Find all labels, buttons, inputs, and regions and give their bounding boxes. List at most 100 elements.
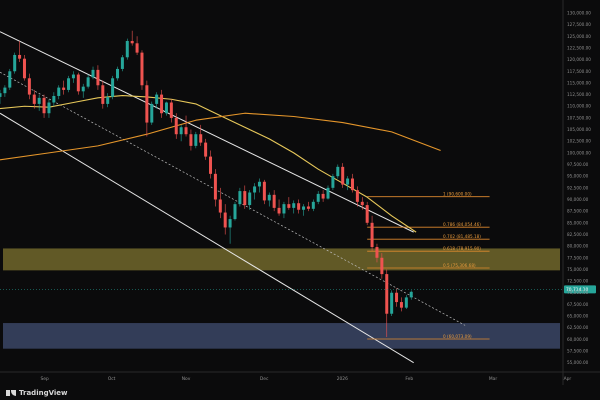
- candle-body: [155, 94, 159, 104]
- candle-15: [71, 71, 75, 83]
- candle-body: [228, 219, 232, 228]
- candle-40: [194, 131, 198, 149]
- candle-body: [209, 156, 213, 174]
- last-price-label: 70,714.10: [566, 287, 589, 293]
- candle-body: [71, 74, 75, 79]
- candle-49: [238, 187, 242, 207]
- channel-upper-line: [0, 31, 414, 233]
- candle-53: [257, 178, 261, 193]
- candle-37: [179, 124, 183, 142]
- candle-55: [267, 192, 271, 207]
- candle-body: [399, 302, 403, 308]
- candle-body: [135, 43, 139, 53]
- candle-body: [96, 69, 100, 86]
- candle-body: [145, 85, 149, 123]
- candle-body: [350, 178, 354, 191]
- candle-66: [321, 190, 325, 202]
- candle-body: [81, 86, 85, 92]
- candle-27: [130, 30, 134, 46]
- y-tick-label-18: 85,000.00: [567, 220, 589, 225]
- candle-body: [42, 97, 46, 114]
- candle-body: [13, 54, 17, 72]
- y-tick-label-4: 120,000.00: [567, 57, 591, 62]
- candle-38: [184, 115, 188, 137]
- candle-body: [223, 212, 227, 228]
- candle-body: [282, 204, 286, 214]
- candle-28: [135, 36, 139, 55]
- fib-label-0: 1 (90,600.00): [443, 191, 472, 196]
- candle-body: [316, 193, 320, 202]
- candle-body: [257, 181, 261, 187]
- candle-33: [160, 89, 164, 118]
- candle-74: [360, 197, 364, 210]
- candle-body: [218, 199, 222, 213]
- candle-32: [155, 92, 159, 109]
- candle-body: [8, 71, 12, 88]
- candle-body: [292, 203, 296, 208]
- candle-body: [199, 134, 203, 143]
- candle-body: [380, 257, 384, 275]
- candle-36: [174, 113, 178, 139]
- candle-body: [22, 58, 26, 79]
- candle-24: [115, 66, 119, 81]
- candle-body: [355, 190, 359, 202]
- candle-30: [145, 80, 149, 137]
- candle-47: [228, 215, 232, 244]
- candle-7: [32, 89, 36, 109]
- candle-80: [390, 290, 394, 317]
- y-tick-label-19: 82,500.00: [567, 232, 589, 237]
- candle-body: [101, 85, 105, 104]
- y-tick-label-26: 65,000.00: [567, 314, 589, 319]
- fib-label-3: 0.618 (78,915.90): [443, 246, 481, 251]
- candle-body: [248, 192, 252, 206]
- candle-body: [189, 134, 193, 146]
- candle-body: [262, 181, 266, 201]
- candle-body: [47, 102, 51, 114]
- candle-67: [326, 185, 330, 200]
- moving-average-0: [0, 94, 417, 233]
- candle-52: [253, 183, 257, 200]
- channel-lower-line: [0, 112, 414, 364]
- candle-56: [272, 190, 276, 212]
- candle-body: [370, 222, 374, 248]
- candle-body: [243, 191, 247, 206]
- candle-50: [243, 185, 247, 209]
- candle-78: [380, 253, 384, 279]
- candle-23: [111, 75, 115, 100]
- candle-body: [321, 193, 325, 199]
- candle-9: [42, 94, 46, 118]
- x-tick-label-0: Sep: [41, 376, 49, 382]
- candle-6: [27, 73, 31, 100]
- candle-body: [115, 68, 119, 79]
- tradingview-logo: TradingView: [6, 389, 68, 397]
- candle-body: [331, 176, 335, 188]
- y-tick-label-0: 130,000.00: [567, 10, 591, 15]
- y-tick-label-6: 115,000.00: [567, 80, 591, 85]
- candle-81: [395, 288, 399, 307]
- y-tick-label-23: 72,500.00: [567, 279, 589, 284]
- candle-68: [331, 173, 335, 191]
- y-tick-label-7: 112,500.00: [567, 92, 591, 97]
- candle-20: [96, 65, 100, 90]
- candle-17: [81, 83, 85, 98]
- brand-label: TradingView: [19, 389, 68, 397]
- candle-body: [184, 127, 188, 135]
- candle-51: [248, 190, 252, 210]
- candle-29: [140, 50, 144, 90]
- candle-body: [67, 78, 71, 90]
- candle-body: [272, 194, 276, 208]
- candle-11: [52, 92, 56, 107]
- y-tick-label-11: 102,500.00: [567, 139, 591, 144]
- candle-79: [385, 269, 389, 338]
- candle-31: [150, 101, 154, 125]
- candle-body: [174, 117, 178, 135]
- candle-41: [199, 124, 203, 146]
- candle-22: [106, 93, 110, 108]
- candle-body: [238, 191, 242, 205]
- candle-body: [106, 96, 110, 104]
- candle-64: [311, 199, 315, 212]
- fib-label-1: 0.786 (84,054.46): [443, 222, 481, 227]
- candle-body: [297, 203, 301, 210]
